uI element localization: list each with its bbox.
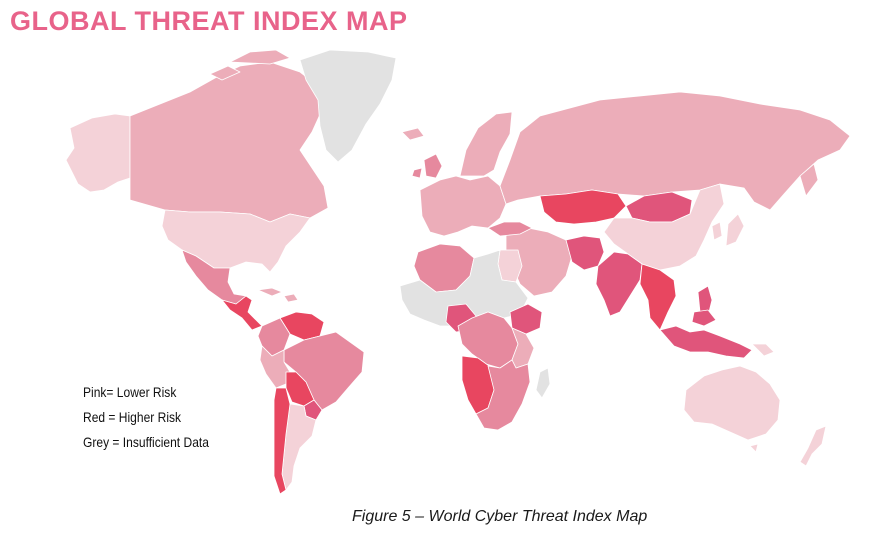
region-australia bbox=[683, 365, 781, 441]
region-madagascar bbox=[535, 367, 551, 399]
legend-red: Red = Higher Risk bbox=[83, 409, 182, 425]
legend-grey: Grey = Insufficient Data bbox=[83, 434, 209, 450]
region-venezuela bbox=[279, 311, 325, 341]
legend-pink: Pink= Lower Risk bbox=[83, 384, 177, 400]
region-central-america bbox=[221, 295, 263, 331]
region-western-europe bbox=[419, 175, 507, 237]
figure-caption: Figure 5 – World Cyber Threat Index Map bbox=[352, 508, 648, 525]
region-caribbean bbox=[257, 287, 299, 303]
region-philippines bbox=[697, 285, 713, 317]
region-brazil bbox=[283, 331, 365, 411]
region-united-states bbox=[161, 209, 311, 273]
region-sahara bbox=[399, 249, 529, 327]
map-legend: Pink= Lower Risk Red = Higher Risk Grey … bbox=[83, 380, 229, 455]
region-southeast-asia bbox=[639, 263, 677, 331]
region-alaska bbox=[65, 113, 131, 193]
region-uk bbox=[411, 153, 443, 179]
region-japan bbox=[711, 213, 745, 247]
region-turkey bbox=[487, 221, 533, 237]
region-pakistan bbox=[565, 235, 605, 271]
region-scandinavia bbox=[459, 111, 513, 177]
region-china bbox=[603, 183, 725, 271]
region-kamchatka bbox=[799, 163, 819, 197]
region-chile bbox=[273, 387, 291, 495]
region-russia bbox=[499, 91, 851, 211]
region-indonesia bbox=[659, 309, 753, 359]
map-title: GLOBAL THREAT INDEX MAP bbox=[10, 6, 408, 36]
region-new-guinea bbox=[751, 343, 775, 357]
region-iceland bbox=[401, 127, 425, 141]
region-southern-africa bbox=[475, 359, 531, 431]
region-canada bbox=[129, 61, 329, 223]
region-india bbox=[595, 251, 643, 317]
region-tasmania bbox=[749, 443, 759, 453]
region-greenland bbox=[299, 49, 397, 163]
region-canada-arctic bbox=[209, 49, 291, 81]
region-new-zealand bbox=[799, 425, 827, 467]
